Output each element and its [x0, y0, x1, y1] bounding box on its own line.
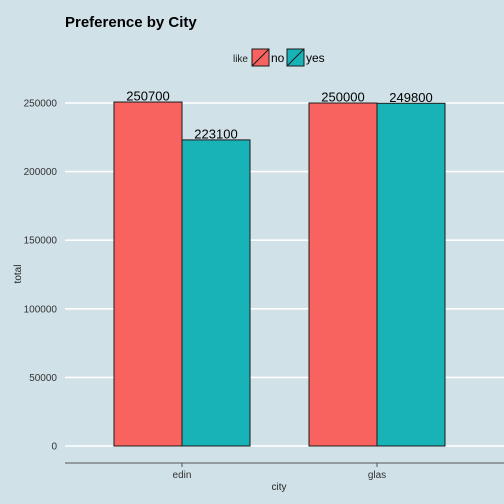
y-tick-label: 250000: [24, 99, 58, 110]
data-label-edin-yes: 223100: [194, 126, 237, 141]
x-tick-label: glas: [368, 470, 386, 481]
bar-edin-yes: [181, 139, 251, 447]
data-label-glas-yes: 249800: [389, 90, 432, 105]
bar-glas-yes: [376, 102, 446, 447]
y-tick-label: 50000: [29, 373, 57, 384]
data-labels: 250700 223100 250000 249800: [126, 89, 432, 142]
y-tick-label: 0: [51, 442, 57, 453]
bars: [113, 101, 446, 447]
bar-glas-no: [308, 102, 378, 447]
y-axis-title: total: [13, 265, 24, 284]
y-tick-label: 200000: [24, 167, 58, 178]
chart-title: Preference by City: [65, 14, 197, 31]
x-tick-label: edin: [173, 470, 192, 481]
y-tick-label: 150000: [24, 236, 58, 247]
legend-key-slash: [251, 48, 270, 67]
data-label-edin-no: 250700: [126, 89, 169, 104]
legend-label-no: no: [271, 51, 285, 65]
x-axis-ticks: edin glas: [173, 463, 386, 481]
legend-label-yes: yes: [306, 51, 325, 65]
bar-edin-no: [113, 101, 183, 447]
x-axis-title: city: [272, 482, 287, 493]
legend-key-slash: [286, 48, 305, 67]
legend-title: like: [233, 54, 248, 65]
legend: like no yes: [233, 48, 325, 67]
y-axis-ticks: 0 50000 100000 150000 200000 250000: [24, 99, 58, 453]
y-tick-label: 100000: [24, 304, 58, 315]
data-label-glas-no: 250000: [321, 90, 364, 105]
